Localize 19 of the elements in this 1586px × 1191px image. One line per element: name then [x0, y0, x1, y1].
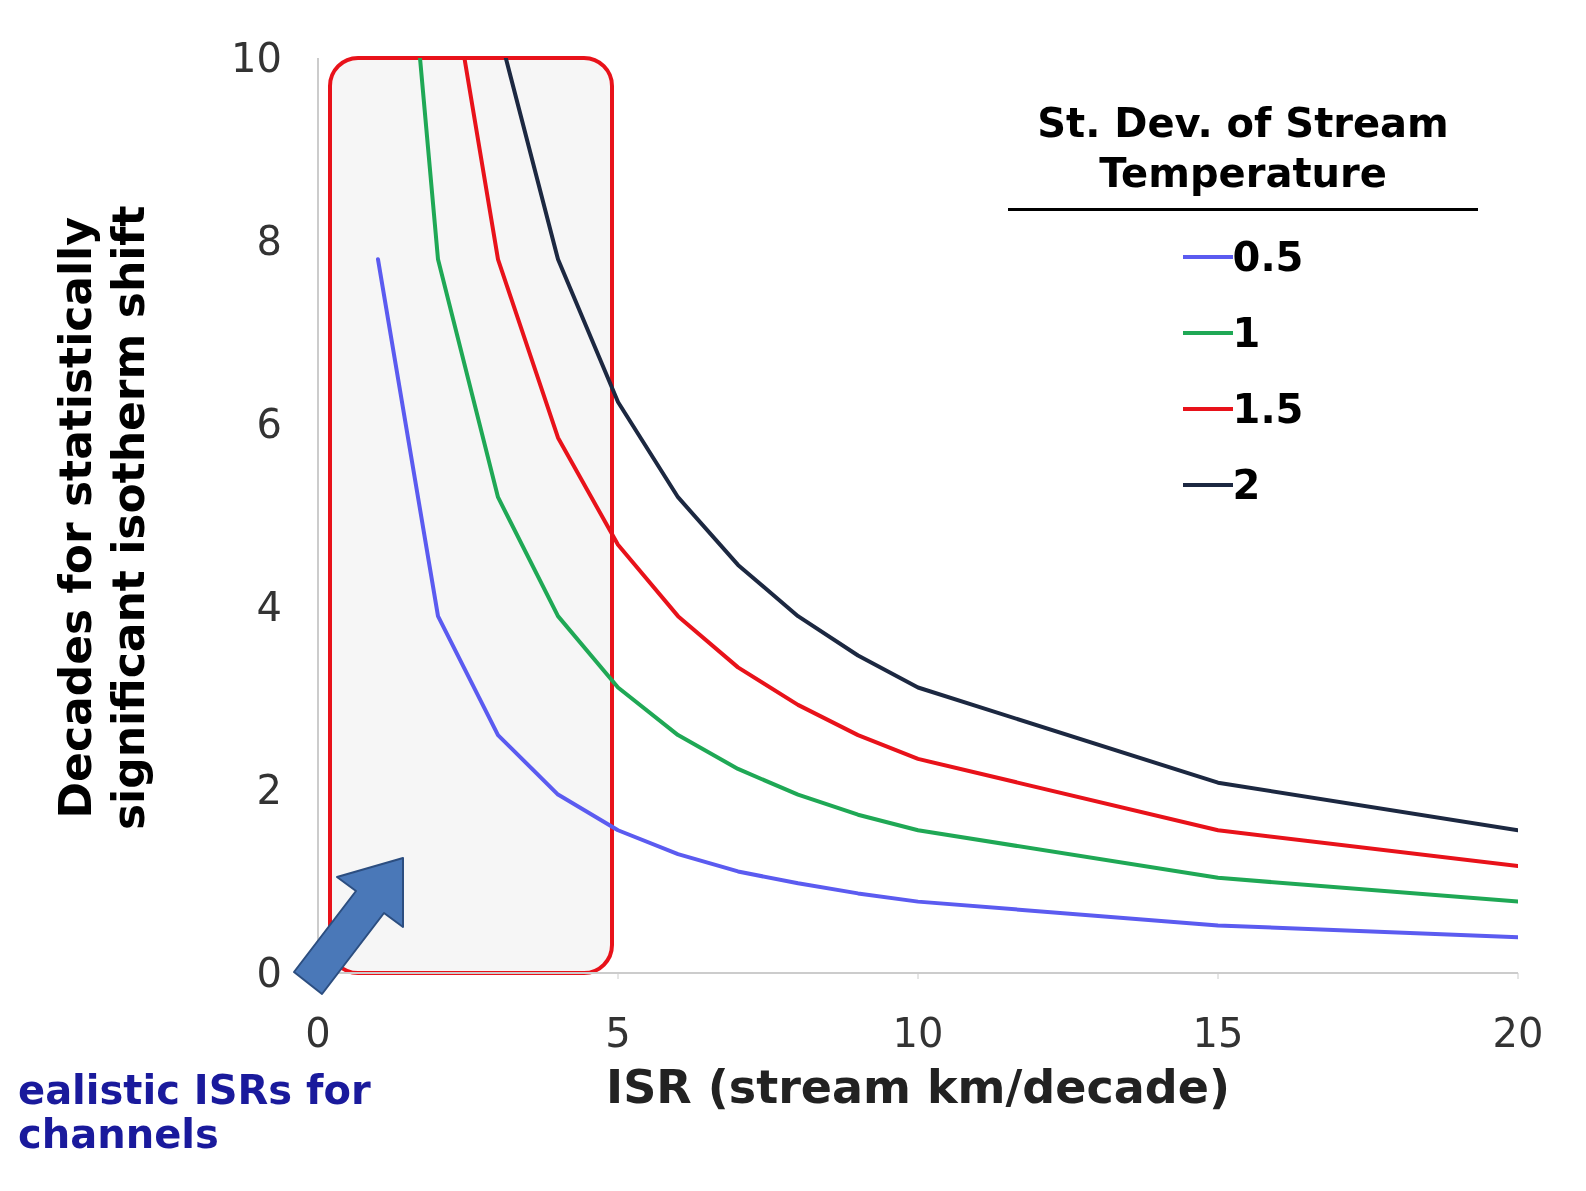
y-tick-label: 0 [256, 950, 282, 997]
x-tick-label: 10 [892, 1010, 944, 1057]
legend-label: 0.5 [1232, 233, 1304, 282]
legend-label: 1.5 [1232, 385, 1304, 434]
legend-label: 1 [1232, 309, 1261, 358]
x-tick-label: 0 [305, 1010, 331, 1057]
legend-title: St. Dev. of Stream Temperature [1036, 99, 1450, 198]
x-tick-label: 5 [605, 1010, 631, 1057]
y-tick-label: 6 [256, 401, 282, 448]
y-tick-label: 4 [256, 584, 282, 631]
y-tick-label: 2 [256, 767, 282, 814]
x-axis-title: ISR (stream km/decade) [606, 1060, 1230, 1114]
x-tick-label: 15 [1192, 1010, 1244, 1057]
y-tick-label: 10 [231, 35, 282, 82]
x-tick-label: 20 [1492, 1010, 1544, 1057]
y-tick-label: 8 [256, 218, 282, 265]
legend-label: 2 [1232, 461, 1261, 510]
y-axis-title: Decades for statistically significant isotherm shift [50, 204, 155, 833]
text: ealistic ISRs for channels [18, 1067, 372, 1157]
